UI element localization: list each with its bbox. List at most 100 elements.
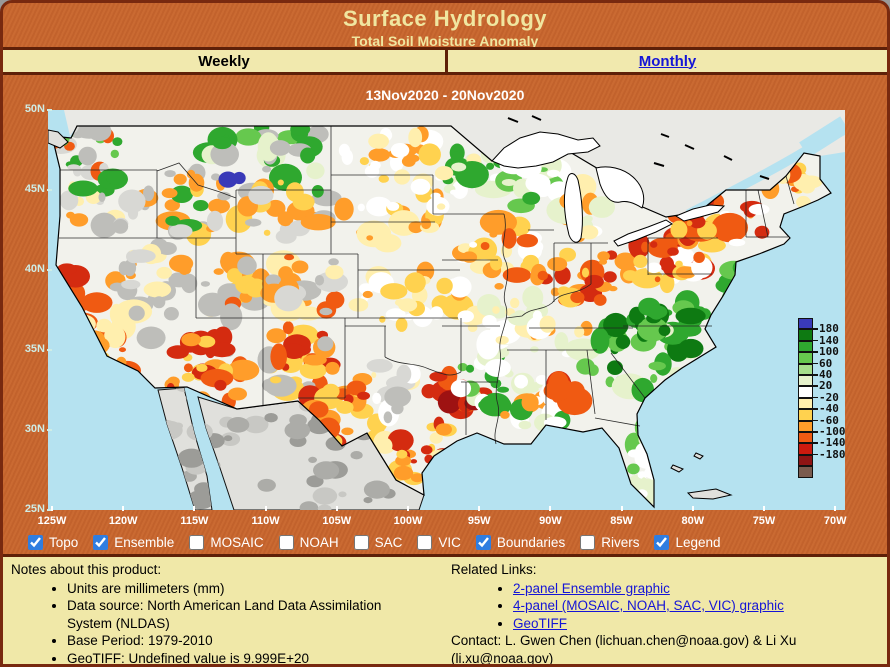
- tab-monthly-link[interactable]: Monthly: [638, 52, 697, 70]
- related-link-item: 2-panel Ensemble graphic: [513, 580, 871, 598]
- checkbox-mosaic[interactable]: [189, 534, 205, 550]
- related-link-item: GeoTIFF: [513, 615, 871, 633]
- legend-tick: [813, 328, 818, 330]
- note-item: Data source: North American Land Data As…: [67, 597, 391, 632]
- checkbox-boundaries[interactable]: [475, 534, 491, 550]
- notes-column: Notes about this product: Units are mill…: [11, 561, 391, 665]
- page-title: Surface Hydrology: [342, 6, 548, 31]
- lon-label-110W: 110W: [251, 515, 280, 527]
- state-boundaries-east: [384, 175, 795, 445]
- lat-tick: [47, 189, 52, 191]
- legend-tick: [813, 339, 818, 342]
- related-links-list: 2-panel Ensemble graphic 4-panel (MOSAIC…: [451, 580, 871, 633]
- legend-swatch: [798, 375, 813, 387]
- lon-tick: [478, 506, 481, 511]
- islands: [670, 452, 733, 500]
- lat-tick: [47, 269, 52, 271]
- checkbox-topo[interactable]: [28, 534, 43, 550]
- checkbox-vic[interactable]: [417, 534, 433, 550]
- map-image: [47, 110, 850, 511]
- period-tab-bar: Weekly Monthly: [3, 47, 887, 75]
- legend-label: 180: [819, 322, 839, 336]
- lat-tick: [47, 349, 52, 351]
- lon-tick: [193, 506, 196, 511]
- legend-tick: [813, 351, 818, 353]
- link-geotiff[interactable]: GeoTIFF: [513, 615, 568, 631]
- checkbox-noah[interactable]: [278, 534, 294, 550]
- lon-tick: [691, 506, 694, 511]
- legend-swatch: [798, 363, 813, 375]
- lat-label-25N: 25N: [24, 503, 45, 515]
- lon-tick: [763, 506, 765, 511]
- legend-tick: [813, 419, 818, 422]
- layer-toggle-ensemble[interactable]: Ensemble: [93, 534, 175, 550]
- page-subtitle: Total Soil Moisture Anomaly: [351, 33, 539, 49]
- lon-tick: [335, 506, 338, 511]
- footer-panel: Notes about this product: Units are mill…: [3, 554, 887, 664]
- contact-line: Contact: L. Gwen Chen (lichuan.chen@noaa…: [451, 633, 797, 666]
- lon-label-120W: 120W: [108, 515, 138, 527]
- legend-swatch: [798, 352, 813, 364]
- checkbox-label: Legend: [675, 534, 721, 550]
- layer-toggle-sac[interactable]: SAC: [353, 534, 402, 550]
- layer-toggle-topo[interactable]: Topo: [28, 534, 79, 550]
- lat-tick: [47, 109, 52, 111]
- legend-swatch: [798, 397, 813, 410]
- note-item: Base Period: 1979-2010: [67, 632, 391, 650]
- lon-tick: [264, 506, 267, 511]
- tab-weekly-label: Weekly: [198, 52, 250, 70]
- legend-swatch: [798, 432, 813, 444]
- checkbox-legend[interactable]: [654, 534, 670, 550]
- lon-label-75W: 75W: [752, 515, 776, 527]
- legend-swatch: [798, 340, 813, 353]
- state-boundaries: [59, 126, 504, 435]
- legend-tick: [813, 362, 818, 365]
- checkbox-label: Topo: [49, 534, 79, 550]
- lon-tick: [122, 506, 125, 511]
- checkbox-label: Boundaries: [496, 534, 566, 550]
- legend-tick: [813, 442, 818, 444]
- lat-tick: [47, 429, 52, 431]
- layer-toggle-vic[interactable]: VIC: [417, 534, 461, 550]
- tab-monthly[interactable]: Monthly: [448, 50, 887, 72]
- note-item: GeoTIFF: Undefined value is 9.999E+20: [67, 650, 391, 665]
- legend-swatch: [798, 386, 813, 398]
- lat-label-40N: 40N: [24, 263, 45, 275]
- legend-swatch: [798, 454, 813, 467]
- legend-tick: [813, 385, 818, 387]
- layer-toggle-rivers[interactable]: Rivers: [580, 534, 639, 550]
- legend-label: -20: [819, 390, 839, 404]
- us-outline: [51, 125, 832, 509]
- tab-weekly[interactable]: Weekly: [3, 50, 448, 72]
- checkbox-sac[interactable]: [353, 534, 369, 550]
- lat-label-35N: 35N: [24, 343, 45, 355]
- legend-label: 100: [819, 345, 839, 359]
- canada-region: [64, 110, 845, 217]
- checkbox-label: NOAH: [299, 534, 339, 550]
- lon-tick: [51, 506, 53, 511]
- checkbox-ensemble[interactable]: [93, 534, 109, 550]
- legend-label: 40: [819, 368, 833, 381]
- legend-label: -180: [819, 447, 846, 461]
- checkbox-rivers[interactable]: [580, 534, 596, 550]
- legend-tick: [813, 431, 818, 433]
- legend-swatch: [798, 318, 813, 330]
- checkbox-label: VIC: [438, 534, 461, 550]
- layer-toggle-legend[interactable]: Legend: [654, 534, 721, 550]
- lon-tick: [834, 506, 837, 511]
- layer-toggle-mosaic[interactable]: MOSAIC: [189, 534, 264, 550]
- legend-tick: [813, 408, 818, 410]
- lon-label-115W: 115W: [180, 515, 209, 527]
- lon-label-105W: 105W: [322, 515, 352, 527]
- link-4panel-models[interactable]: 4-panel (MOSAIC, NOAH, SAC, VIC) graphic: [513, 598, 784, 613]
- lon-label-125W: 125W: [37, 515, 67, 527]
- lon-tick: [620, 506, 623, 511]
- link-2panel-ensemble[interactable]: 2-panel Ensemble graphic: [513, 580, 670, 596]
- layer-toggle-boundaries[interactable]: Boundaries: [475, 534, 566, 550]
- related-links-heading: Related Links:: [451, 562, 537, 577]
- lon-label-70W: 70W: [823, 515, 847, 527]
- layer-toggle-noah[interactable]: NOAH: [278, 534, 339, 550]
- lat-label-50N: 50N: [24, 103, 45, 115]
- lon-tick: [549, 506, 552, 511]
- checkbox-label: Ensemble: [114, 534, 175, 550]
